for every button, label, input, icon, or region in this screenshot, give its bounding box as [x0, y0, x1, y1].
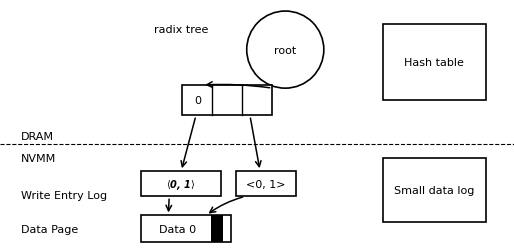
Text: NVMM: NVMM [21, 154, 56, 164]
Text: Write Entry Log: Write Entry Log [21, 190, 107, 200]
Text: root: root [274, 45, 297, 55]
Text: radix tree: radix tree [154, 25, 209, 35]
Text: Small data log: Small data log [394, 185, 474, 195]
Text: 0: 0 [194, 96, 201, 106]
Bar [141, 215, 231, 242]
Text: $\langle$0, 1$\rangle$: $\langle$0, 1$\rangle$ [167, 177, 196, 191]
Bar [236, 171, 296, 197]
Text: Hash table: Hash table [405, 58, 464, 68]
Text: <0, 1>: <0, 1> [246, 179, 286, 189]
Ellipse shape [247, 12, 324, 89]
Bar [383, 159, 486, 222]
Bar [383, 25, 486, 101]
Text: DRAM: DRAM [21, 131, 53, 141]
Bar [141, 171, 221, 197]
Text: Data Page: Data Page [21, 224, 78, 234]
Bar [211, 215, 224, 242]
Text: Data 0: Data 0 [159, 224, 196, 234]
Bar [182, 86, 272, 116]
